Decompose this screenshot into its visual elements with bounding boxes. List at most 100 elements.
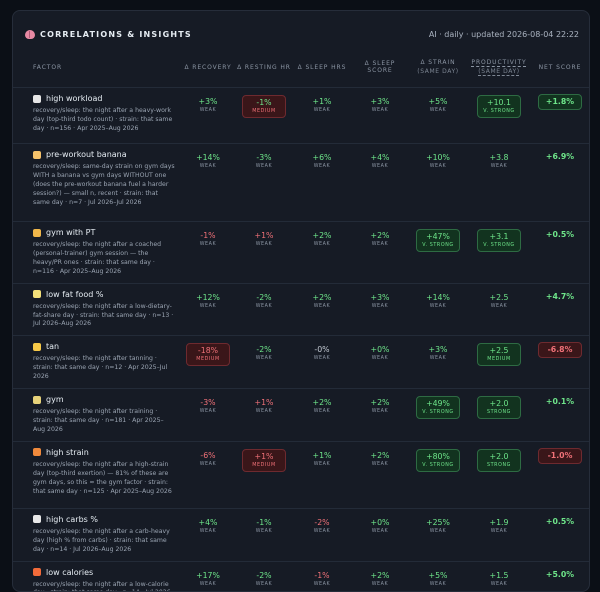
muscle-icon (33, 151, 41, 159)
metric-badge: -1%MEDIUM (242, 95, 286, 118)
metric-strength: WEAK (305, 303, 339, 310)
metric-strength: MEDIUM (247, 462, 281, 469)
factor-name: pre-workout banana (46, 150, 127, 159)
metric-value: +1% (247, 452, 281, 462)
net-score-value: +0.5% (543, 517, 577, 527)
col-factor[interactable]: FACTOR (13, 47, 181, 88)
metric-value: -18% (191, 346, 225, 356)
dumbbell-icon (33, 396, 41, 404)
net-score-value: +1.8% (543, 97, 577, 107)
metric-strength: V. STRONG (421, 409, 455, 416)
metric-value: +3.1 (482, 232, 516, 242)
net-score-cell: +4.7% (531, 283, 589, 336)
metric-strength: V. STRONG (421, 242, 455, 249)
col-strain[interactable]: Δ STRAIN (SAME DAY) (409, 47, 467, 88)
butter-icon (33, 290, 41, 298)
metric-value: +2% (305, 231, 339, 241)
metric-strength: MEDIUM (191, 356, 225, 363)
metric-strength: WEAK (191, 107, 225, 114)
metric-strength: WEAK (482, 581, 516, 588)
col-sleep-score[interactable]: Δ SLEEP SCORE (351, 47, 409, 88)
recovery-cell: -1%WEAK (181, 222, 235, 284)
sleep-hrs-cell: -1%WEAK (293, 561, 351, 592)
metric-value: -1% (247, 98, 281, 108)
metric-strength: WEAK (363, 163, 397, 170)
metric-strength: WEAK (247, 528, 281, 535)
metric-value: +25% (421, 518, 455, 528)
net-score-cell: +0.5% (531, 508, 589, 561)
strain-cell: +47%V. STRONG (409, 222, 467, 284)
metric-strength: V. STRONG (421, 462, 455, 469)
col-recovery[interactable]: Δ RECOVERY (181, 47, 235, 88)
sleep-hrs-cell: -2%WEAK (293, 508, 351, 561)
metric-strength: MEDIUM (482, 356, 516, 363)
table-row[interactable]: high carbs %recovery/sleep: the night af… (13, 508, 589, 561)
insights-panel: CORRELATIONS & INSIGHTS AI · daily · upd… (12, 10, 590, 592)
metric-value: +2% (363, 231, 397, 241)
sleep-score-cell: +2%WEAK (351, 389, 409, 442)
col-resting-hr[interactable]: Δ RESTING HR (235, 47, 293, 88)
metric-strength: WEAK (191, 163, 225, 170)
strain-cell: +3%WEAK (409, 336, 467, 389)
metric-strength: WEAK (247, 303, 281, 310)
col-net-score[interactable]: NET SCORE (531, 47, 589, 88)
table-row[interactable]: low fat food %recovery/sleep: the night … (13, 283, 589, 336)
strain-cell: +49%V. STRONG (409, 389, 467, 442)
metric-strength: WEAK (482, 528, 516, 535)
factor-description: recovery/sleep: the night after training… (33, 408, 175, 435)
col-productivity[interactable]: PRODUCTIVITY (SAME DAY) (467, 47, 531, 88)
metric-value: -1% (191, 231, 225, 241)
metric-value: +2% (363, 451, 397, 461)
metric-strength: WEAK (305, 408, 339, 415)
metric-value: +1.5 (482, 571, 516, 581)
metric-strength: WEAK (247, 241, 281, 248)
metric-badge: -2%WEAK (243, 343, 285, 364)
col-sleep-hrs[interactable]: Δ SLEEP HRS (293, 47, 351, 88)
metric-badge: +2%WEAK (359, 569, 401, 590)
factor-name: low calories (46, 568, 93, 577)
metric-strength: WEAK (363, 303, 397, 310)
metric-badge: +2%WEAK (359, 396, 401, 417)
metric-strength: WEAK (363, 528, 397, 535)
metric-strength: WEAK (305, 528, 339, 535)
factor-description: recovery/sleep: the night after a heavy-… (33, 107, 175, 134)
metric-value: -2% (247, 571, 281, 581)
metric-value: +1% (247, 398, 281, 408)
rice-icon (33, 515, 41, 523)
metric-value: +17% (191, 571, 225, 581)
metric-value: +12% (191, 293, 225, 303)
metric-badge: -0%WEAK (301, 343, 343, 364)
metric-badge: +3%WEAK (187, 95, 229, 116)
metric-badge: -3%WEAK (187, 396, 229, 417)
net-score-cell: +0.1% (531, 389, 589, 442)
factor-name-row: gym (33, 395, 175, 404)
resting-hr-cell: -3%WEAK (235, 144, 293, 222)
metric-badge: +1%MEDIUM (242, 449, 286, 472)
sleep-hrs-cell: +6%WEAK (293, 144, 351, 222)
metric-value: +2% (363, 571, 397, 581)
metric-value: +5% (421, 571, 455, 581)
metric-strength: V. STRONG (482, 108, 516, 115)
metric-badge: +0%WEAK (359, 343, 401, 364)
metric-badge: +4%WEAK (359, 151, 401, 172)
metric-value: +3.8 (482, 153, 516, 163)
resting-hr-cell: -2%WEAK (235, 336, 293, 389)
strain-cell: +10%WEAK (409, 144, 467, 222)
net-score-badge: +1.8% (538, 94, 582, 110)
metric-badge: -1%WEAK (243, 516, 285, 537)
table-row[interactable]: gym recovery/sleep: the night after train… (13, 389, 589, 442)
